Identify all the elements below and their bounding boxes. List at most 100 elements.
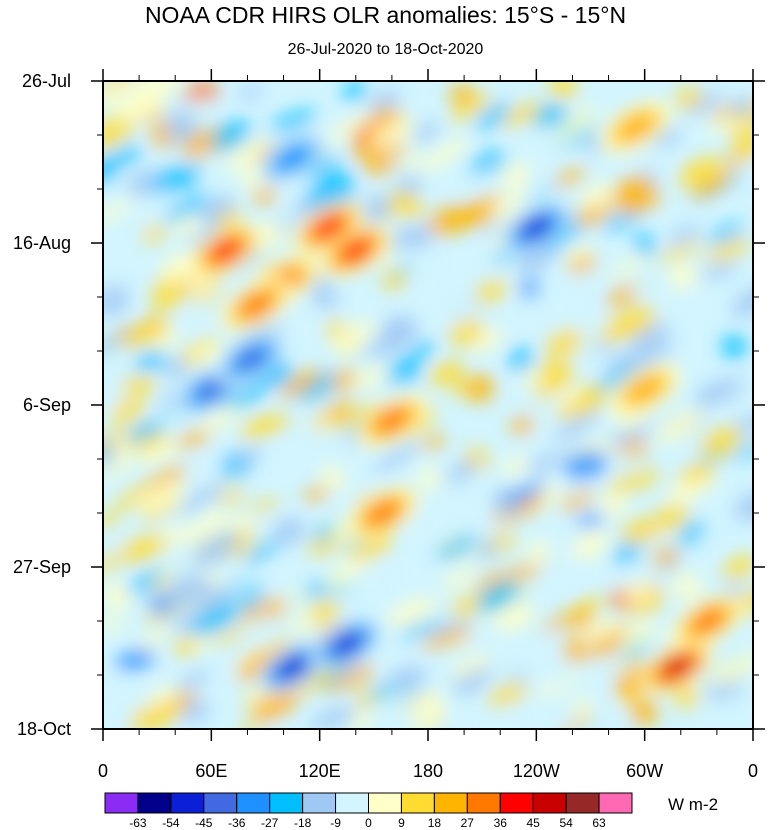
anomaly-cell [320,464,345,491]
colorbar-label: -27 [261,816,279,830]
anomaly-cell [448,710,470,729]
anomaly-cell [552,411,600,443]
anomaly-cell [270,110,317,132]
anomaly-cell [326,482,378,507]
anomaly-cell [211,120,252,151]
colorbar-swatch [466,792,501,814]
anomaly-contour [240,292,273,317]
anomaly-cell [732,131,753,159]
anomaly-cell [324,559,366,591]
anomaly-cell [116,647,156,672]
anomaly-cell [599,491,628,518]
anomaly-cell [560,489,595,511]
anomaly-cell [601,209,643,232]
anomaly-cell [179,506,211,529]
colorbar-label: 36 [494,816,508,830]
colorbar-swatch [302,792,337,814]
colorbar-swatch [203,792,238,814]
anomaly-cell [451,595,481,618]
colorbar-label: -54 [162,816,180,830]
anomaly-cell [131,195,177,232]
anomaly-cell [131,430,167,452]
anomaly-cell [466,524,503,553]
anomaly-cell [475,571,506,591]
anomaly-cell [488,190,528,215]
colorbar-swatch [104,792,139,814]
anomaly-cell [680,461,714,485]
anomaly-cell [176,429,212,449]
anomaly-cell [365,143,409,176]
chart-title: NOAA CDR HIRS OLR anomalies: 15°S - 15°N [144,2,627,28]
anomaly-cell [150,281,185,311]
colorbar-swatch [532,792,567,814]
anomaly-cell [709,652,753,685]
anomaly-cell [564,245,595,261]
anomaly-cell [160,574,213,610]
plot-area [103,81,753,729]
anomaly-cell [583,655,630,691]
anomaly-cell [465,374,495,403]
colorbar: -63 -54 -45 -36 -27 -18 -9 0 9 18 27 36 45 54 63 [104,792,633,830]
anomaly-cell [381,314,419,344]
anomaly-cell [531,630,557,654]
anomaly-cell [121,320,171,350]
anomaly-contour [376,408,408,433]
anomaly-cell [575,513,606,528]
anomaly-cell [237,646,287,682]
x-tick-label: 0 [748,761,758,781]
anomaly-cell [465,619,501,644]
anomaly-cell [347,564,392,592]
anomaly-cell [500,162,531,189]
anomaly-feature [310,617,383,671]
anomaly-cell [301,156,340,179]
anomaly-cell [731,443,753,460]
colorbar-swatch [368,792,402,814]
anomaly-contour [197,379,226,401]
anomaly-cell [136,481,187,512]
anomaly-cell [413,122,440,142]
colorbar-label: -18 [294,816,312,830]
colorbar-swatch [565,792,600,814]
anomaly-cell [425,529,462,549]
anomaly-cell [674,86,703,109]
anomaly-feature [256,640,329,694]
x-tick-label: 180 [413,761,443,781]
anomaly-cell [630,697,658,726]
anomaly-cell [420,627,474,649]
colorbar-label: 9 [398,816,405,830]
chart-subtitle: 26-Jul-2020 to 18-Oct-2020 [287,41,484,58]
anomaly-cell [382,224,433,250]
anomaly-cell [525,540,551,563]
anomaly-cell [222,475,247,495]
anomaly-cell [426,204,478,236]
anomaly-cell [327,369,358,392]
anomaly-cell [656,503,688,532]
colorbar-swatch [598,792,633,814]
anomaly-cell [167,125,199,144]
anomaly-cell [619,621,655,650]
anomaly-cell [254,186,276,205]
anomaly-cell [171,309,211,336]
anomaly-cell [474,279,508,305]
anomaly-cell [442,568,476,591]
anomaly-cell [487,682,528,707]
anomaly-cell [184,98,210,119]
anomaly-cell [108,400,146,424]
anomaly-cell [387,665,427,693]
colorbar-swatch [269,792,304,814]
anomaly-cell [103,699,150,718]
anomaly-cell [613,542,641,565]
anomaly-cell [244,540,279,564]
anomaly-cell [721,334,747,360]
anomaly-cell [446,459,478,485]
anomaly-cell [450,83,475,105]
colorbar-swatch [400,792,435,814]
anomaly-cell [103,553,127,574]
anomaly-cell [103,677,134,710]
anomaly-cell [597,322,635,343]
anomaly-cell [261,572,284,592]
anomaly-cell [107,440,132,466]
anomaly-cell [722,554,753,580]
x-tick-label: 0 [98,761,108,781]
anomaly-cell [580,182,614,210]
